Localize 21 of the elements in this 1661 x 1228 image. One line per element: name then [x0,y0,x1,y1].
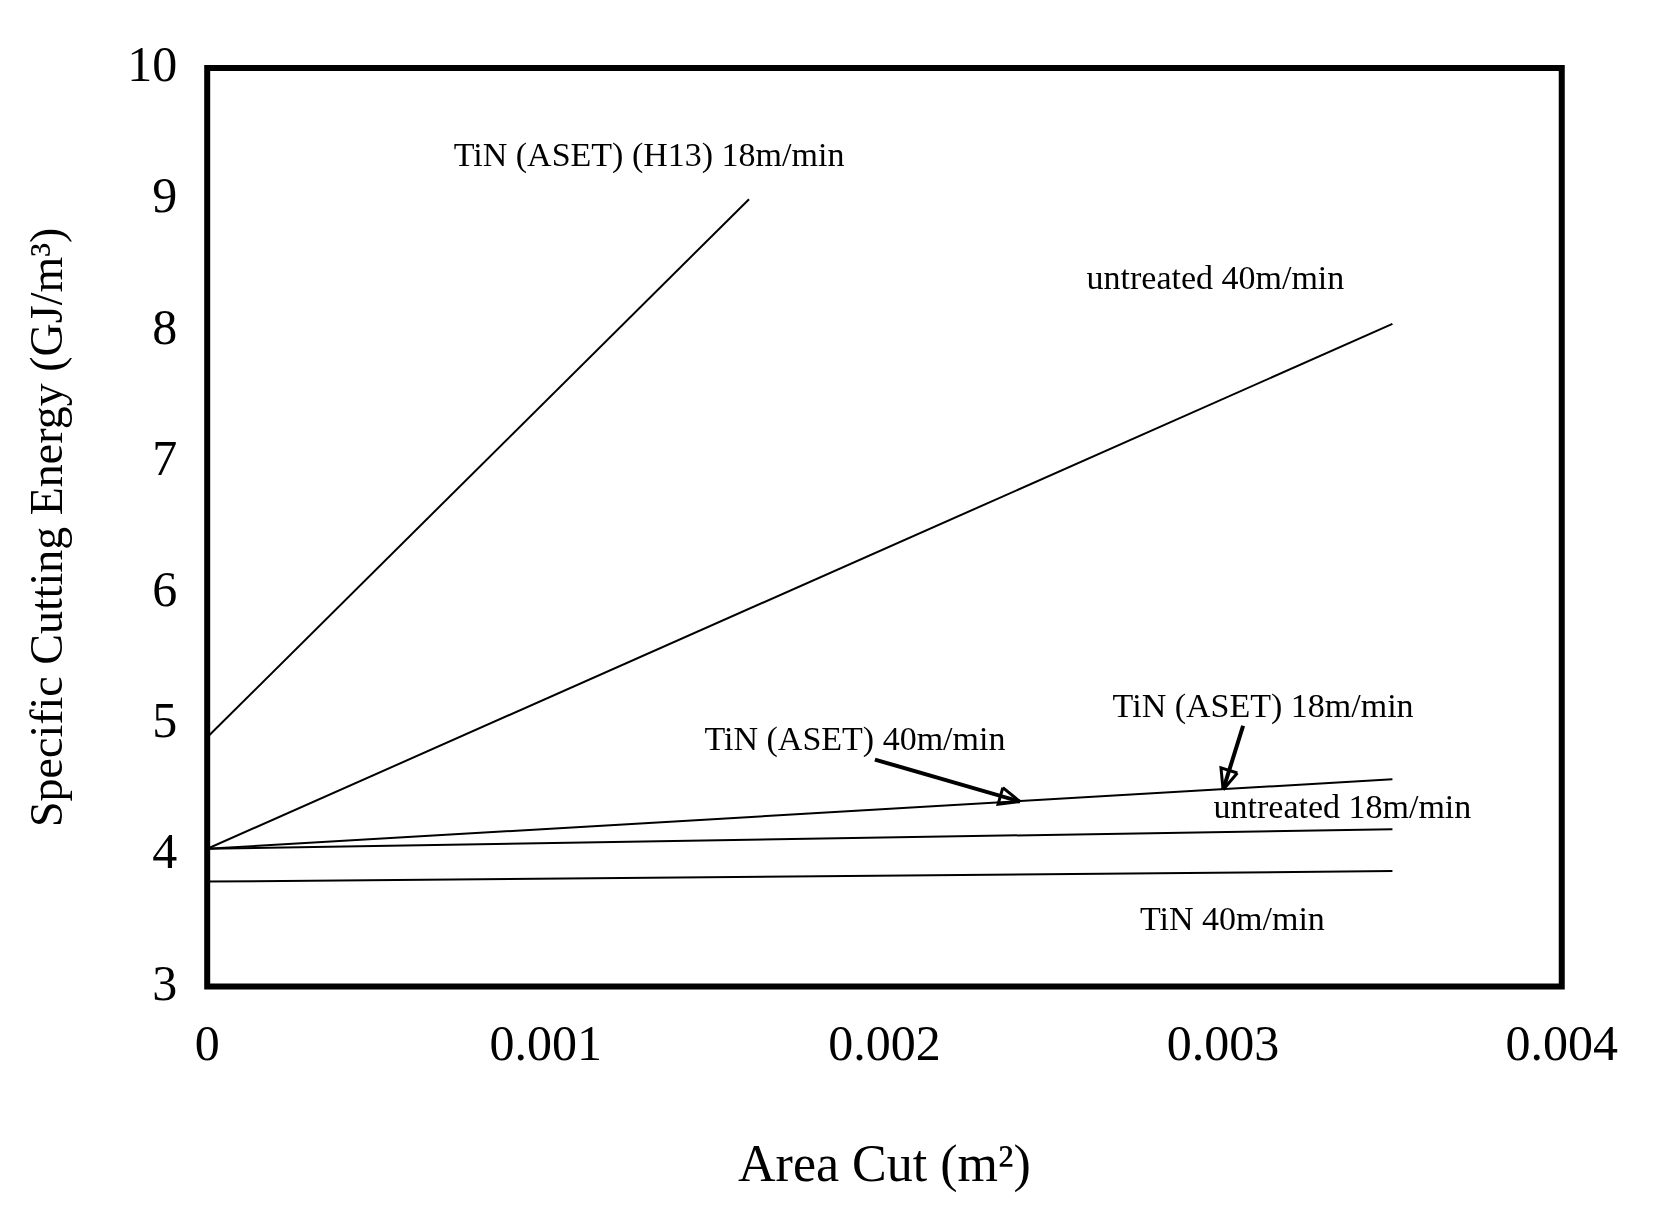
y-tick-label: 3 [152,954,178,1011]
x-tick-label: 0.002 [828,1014,941,1071]
annotation: TiN (ASET) 18m/min [1112,686,1414,725]
x-tick-label: 0 [194,1014,220,1071]
annotation: untreated 18m/min [1213,788,1472,826]
annotation: TiN (ASET) (H13) 18m/min [453,136,845,175]
annotation: TiN 40m/min [1140,900,1325,938]
y-tick-label: 8 [152,298,178,355]
y-tick-label: 4 [152,823,178,880]
y-tick-label: 9 [152,167,178,224]
y-axis-title: Specific Cutting Energy (GJ/m³) [20,227,72,827]
annotation: untreated 40m/min [1086,258,1345,296]
x-tick-label: 0.003 [1166,1014,1280,1071]
y-tick-label: 6 [152,561,178,618]
y-tick-label: 10 [127,36,178,93]
x-tick-label: 0.001 [489,1014,603,1071]
annotation: TiN (ASET) 40m/min [704,720,1006,759]
x-tick-label: 0.004 [1505,1014,1618,1071]
y-tick-label: 5 [152,692,178,749]
x-axis-title: Area Cut (m²) [738,1135,1031,1194]
y-tick-label: 7 [152,429,178,486]
